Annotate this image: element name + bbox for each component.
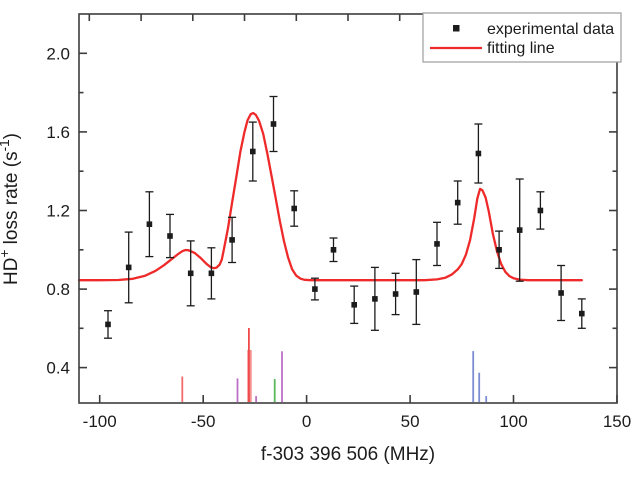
data-marker	[270, 121, 277, 127]
data-marker	[475, 150, 482, 157]
axes-layer: -100 -50 0 50 100 150 0.4 0.8 1.2 1.6 2.0	[46, 13, 631, 431]
data-marker	[330, 247, 337, 253]
data-point	[536, 191, 545, 230]
data-point	[269, 95, 278, 153]
plot-frame	[78, 13, 618, 404]
data-point	[433, 221, 441, 267]
data-point	[290, 190, 299, 227]
x-axis-tick-label: 50	[401, 412, 420, 431]
data-point	[557, 264, 566, 322]
data-point	[248, 121, 257, 182]
legend-box	[422, 12, 622, 63]
y-axis-tick-label: 1.2	[46, 202, 70, 221]
data-marker	[372, 296, 378, 302]
legend-marker-experimental-data	[453, 25, 460, 32]
x-axis-tick-label: 150	[603, 412, 631, 431]
data-point	[495, 230, 504, 270]
data-marker	[250, 148, 256, 155]
legend: experimental data fitting line	[422, 12, 622, 63]
x-axis-tick-label: 0	[302, 412, 311, 431]
data-marker	[516, 227, 523, 233]
data-point	[329, 237, 338, 263]
transition-sticks-layer	[181, 328, 488, 402]
y-axis-title: HD+ loss rate (s-1)	[0, 133, 22, 285]
data-marker	[312, 286, 318, 292]
data-point	[310, 277, 319, 301]
data-point	[104, 310, 112, 339]
data-marker	[167, 233, 173, 239]
data-point	[391, 272, 400, 316]
data-marker	[454, 199, 461, 206]
data-marker	[579, 310, 585, 317]
data-point	[412, 258, 421, 326]
legend-label-experimental-data: experimental data	[487, 21, 614, 38]
y-axis-tick-label: 0.8	[46, 280, 70, 299]
x-axis-title: f-303 396 506 (MHz)	[261, 444, 435, 465]
x-axis-tick-label: 100	[499, 412, 527, 431]
data-marker	[229, 237, 235, 243]
data-point	[145, 191, 154, 258]
data-point	[186, 240, 195, 307]
data-point	[166, 213, 174, 259]
fitting-line-layer	[77, 111, 583, 282]
data-point	[207, 247, 216, 300]
data-point	[370, 266, 379, 331]
x-axis-tick-label: -50	[191, 412, 216, 431]
data-marker	[413, 289, 420, 295]
data-point	[577, 298, 586, 329]
y-axis-tick-label: 1.6	[46, 123, 70, 142]
data-marker	[146, 221, 153, 227]
data-marker	[125, 264, 132, 271]
data-point	[124, 231, 133, 304]
data-marker	[105, 321, 111, 328]
data-point	[474, 123, 483, 184]
data-marker	[537, 207, 544, 214]
legend-label-fitting-line: fitting line	[487, 40, 555, 57]
data-marker	[558, 290, 564, 296]
data-point	[350, 285, 359, 325]
data-marker	[496, 247, 502, 253]
data-marker	[434, 241, 440, 247]
data-marker	[187, 270, 194, 277]
y-axis-tick-label: 2.0	[46, 44, 70, 63]
data-point	[453, 180, 462, 225]
data-marker	[392, 291, 399, 297]
data-marker	[208, 270, 215, 277]
data-points-layer	[104, 95, 586, 339]
data-marker	[351, 302, 357, 308]
x-axis-tick-label: -100	[83, 412, 117, 431]
data-marker	[291, 205, 297, 212]
y-axis-tick-label: 0.4	[46, 359, 70, 378]
data-point	[515, 178, 524, 282]
data-point	[228, 216, 237, 264]
fitting-line	[77, 111, 583, 282]
